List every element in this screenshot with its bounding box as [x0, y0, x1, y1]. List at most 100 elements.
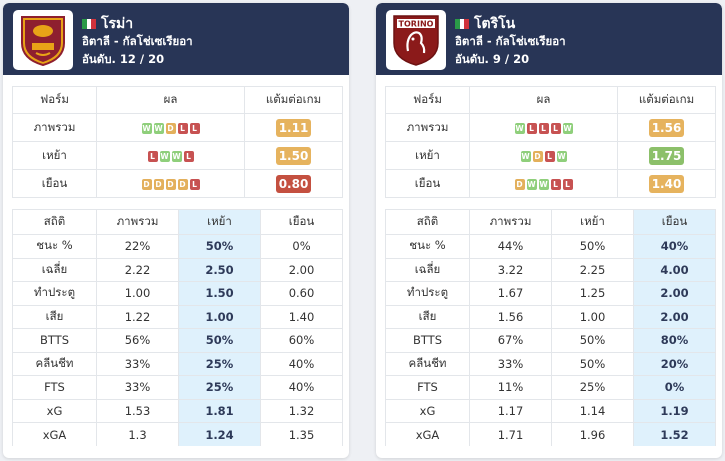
form-result-d: D [153, 178, 164, 190]
stat-home: 1.96 [551, 422, 634, 446]
ppg-cell: 1.56 [617, 113, 716, 142]
stats-row: เฉลี่ย 3.22 2.25 4.00 [385, 257, 716, 282]
form-row-label: เหย้า [12, 141, 97, 170]
stats-row: คลีนชีท 33% 25% 40% [12, 351, 343, 376]
stats-row: เฉลี่ย 2.22 2.50 2.00 [12, 257, 343, 282]
stat-home: 50% [551, 328, 634, 353]
form-result-l: L [189, 178, 200, 190]
stats-row: xG 1.17 1.14 1.19 [385, 398, 716, 423]
stat-away: 1.35 [260, 422, 343, 446]
result-header: ผล [96, 86, 245, 114]
stats-row: ทำประตู 1.00 1.50 0.60 [12, 281, 343, 306]
team-logo[interactable]: TORINO [386, 10, 446, 70]
stats-table: สถิติ ภาพรวม เหย้า เยือน ชนะ % 22% 50% 0% เฉ… [12, 209, 343, 446]
ppg-cell: 1.75 [617, 141, 716, 170]
form-result-l: L [562, 178, 573, 190]
stat-label: เฉลี่ย [12, 257, 97, 282]
stat-label: ทำประตู [12, 281, 97, 306]
stat-overall: 44% [469, 234, 552, 259]
team-card-torino: TORINO โตริโน อิตาลี - กัลโช่เซเรียอา อั… [376, 3, 722, 458]
team-header: โรม่า อิตาลี - กัลโช่เซเรียอา อันดับ. 12… [3, 3, 349, 75]
stat-overall: 33% [96, 375, 179, 400]
stat-home: 50% [551, 351, 634, 376]
stat-overall: 11% [469, 375, 552, 400]
stat-overall: 1.56 [469, 304, 552, 329]
team-name[interactable]: โตริโน [455, 13, 515, 35]
team-name[interactable]: โรม่า [82, 13, 133, 35]
stat-label: คลีนชีท [385, 351, 470, 376]
stats-header: สถิติ [12, 209, 97, 235]
stats-row: ชนะ % 22% 50% 0% [12, 234, 343, 259]
form-result-w: W [153, 122, 164, 134]
stat-away: 4.00 [633, 257, 716, 282]
stat-away: 2.00 [633, 304, 716, 329]
stat-away: 1.19 [633, 398, 716, 423]
stats-row: BTTS 67% 50% 80% [385, 328, 716, 353]
stat-away: 0% [260, 234, 343, 259]
form-result-d: D [532, 150, 543, 162]
form-row-label: เหย้า [385, 141, 470, 170]
stats-row: FTS 11% 25% 0% [385, 375, 716, 400]
stat-overall: 1.00 [96, 281, 179, 306]
stat-overall: 1.22 [96, 304, 179, 329]
form-result-d: D [141, 178, 152, 190]
league-label[interactable]: อิตาลี - กัลโช่เซเรียอา [455, 34, 566, 48]
form-row-label: เยือน [385, 169, 470, 198]
form-row-label: ภาพรวม [12, 113, 97, 142]
ppg-cell: 0.80 [244, 169, 343, 198]
form-result-l: L [147, 150, 158, 162]
overall-header: ภาพรวม [96, 209, 179, 235]
stat-home: 2.25 [551, 257, 634, 282]
stat-away: 0.60 [260, 281, 343, 306]
stats-row: BTTS 56% 50% 60% [12, 328, 343, 353]
stat-label: xGA [385, 422, 470, 446]
stat-away: 80% [633, 328, 716, 353]
stat-home: 25% [178, 375, 261, 400]
form-result-l: L [544, 150, 555, 162]
form-result-d: D [165, 178, 176, 190]
stat-home: 50% [178, 328, 261, 353]
team-name-label: โรม่า [101, 16, 134, 32]
stat-away: 40% [633, 234, 716, 259]
stat-label: คลีนชีท [12, 351, 97, 376]
team-logo[interactable] [13, 10, 73, 70]
stats-row: ทำประตู 1.67 1.25 2.00 [385, 281, 716, 306]
league-label[interactable]: อิตาลี - กัลโช่เซเรียอา [82, 34, 193, 48]
form-result-w: W [159, 150, 170, 162]
form-result-l: L [183, 150, 194, 162]
form-result-l: L [177, 122, 188, 134]
form-result-l: L [550, 178, 561, 190]
stat-overall: 56% [96, 328, 179, 353]
form-header: ฟอร์ม [12, 86, 97, 114]
stat-home: 2.50 [178, 257, 261, 282]
home-header: เหย้า [178, 209, 261, 235]
italy-flag-icon [455, 19, 469, 29]
stat-away: 20% [633, 351, 716, 376]
form-result-l: L [189, 122, 200, 134]
ppg-cell: 1.40 [617, 169, 716, 198]
ppg-badge: 1.40 [648, 174, 685, 193]
stat-label: xGA [12, 422, 97, 446]
rank-label: อันดับ. 9 / 20 [455, 52, 530, 66]
stats-row: xGA 1.3 1.24 1.35 [12, 422, 343, 446]
stat-overall: 22% [96, 234, 179, 259]
stat-away: 60% [260, 328, 343, 353]
stat-home: 25% [178, 351, 261, 376]
form-result-w: W [556, 150, 567, 162]
stat-label: เฉลี่ย [385, 257, 470, 282]
stat-home: 50% [178, 234, 261, 259]
